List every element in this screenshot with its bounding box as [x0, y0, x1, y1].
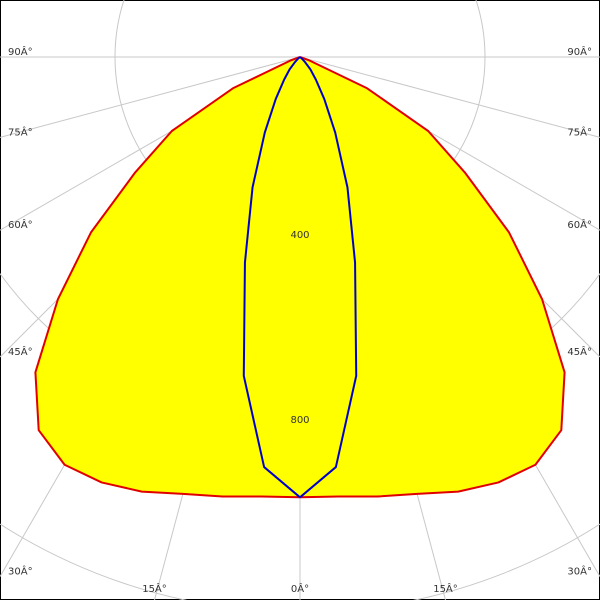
angle-label: 15Â° — [142, 582, 167, 595]
angle-label: 75Â° — [567, 125, 592, 138]
angle-label: 30Â° — [567, 565, 592, 578]
radial-line — [299, 56, 600, 138]
curve-fill — [300, 57, 565, 498]
ring-label: 800 — [290, 415, 309, 426]
angle-label: 90Â° — [8, 45, 33, 58]
curve-line — [34, 56, 301, 499]
angle-label: 45Â° — [8, 345, 33, 358]
angle-label: 90Â° — [567, 45, 592, 58]
curve-line — [242, 56, 301, 499]
ring-label: 400 — [290, 230, 309, 241]
radial-line — [0, 56, 301, 138]
angle-label: 60Â° — [567, 218, 592, 231]
curve-line — [299, 56, 358, 499]
angle-label: 30Â° — [8, 565, 33, 578]
angle-label: 15Â° — [433, 582, 458, 595]
curve-line — [299, 56, 566, 499]
angle-label: 75Â° — [8, 125, 33, 138]
curves — [34, 56, 566, 499]
labels: 400800120090Â°75Â°60Â°45Â°30Â°15Â°0Â°15Â… — [8, 45, 592, 595]
curve-fill — [35, 57, 300, 498]
angle-label: 45Â° — [567, 345, 592, 358]
angle-label: 60Â° — [8, 218, 33, 231]
angle-label: 0Â° — [291, 582, 309, 595]
